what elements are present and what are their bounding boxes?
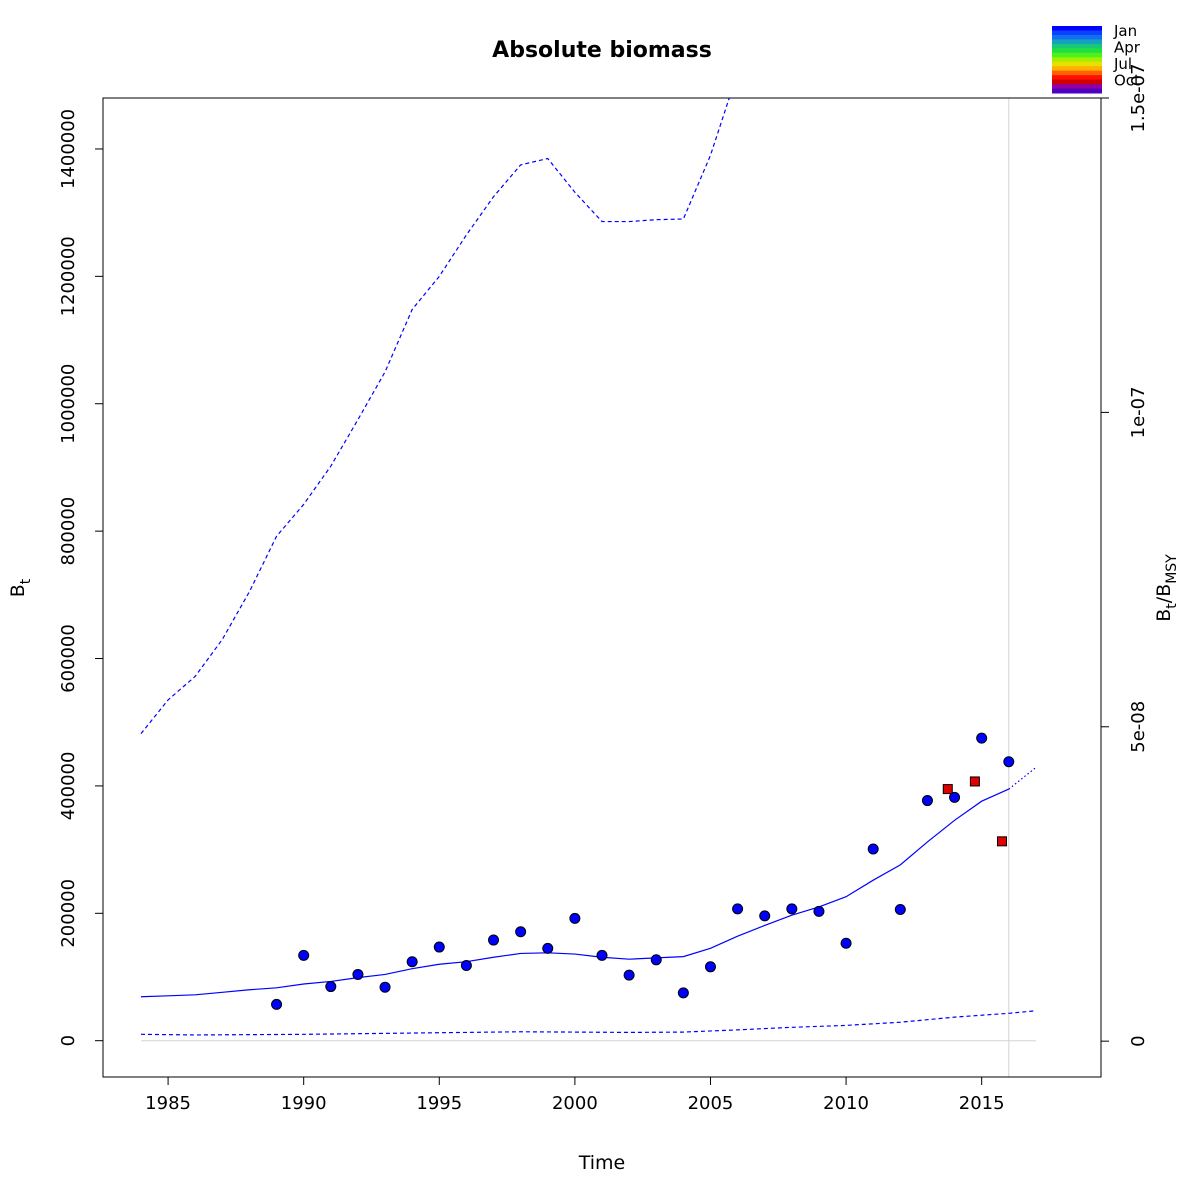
y2-label-main: B [1153, 609, 1175, 622]
legend-label: Jan [1113, 22, 1137, 40]
observation-point [894, 903, 906, 915]
legend-color-band [1052, 79, 1102, 85]
observation-point [623, 969, 635, 981]
legend-color-band [1052, 57, 1102, 63]
series-line-dashed-3 [140, 1010, 1036, 1036]
legend-color-band [1052, 75, 1102, 81]
series-line-solid-0 [140, 788, 1010, 998]
x-tick-label: 1995 [416, 1093, 462, 1114]
observation-point [867, 843, 879, 855]
observation-point [677, 987, 689, 999]
observation-point [271, 998, 283, 1010]
y-tick-label: 0 [58, 1035, 79, 1046]
y-tick-label: 200000 [58, 879, 79, 948]
plot-frame [102, 97, 1102, 1078]
y-label-main: B [7, 584, 29, 597]
legend-color-band [1052, 48, 1102, 54]
y2-tick-label: 5e-08 [1128, 701, 1149, 753]
observation-point [298, 949, 310, 961]
legend-color-band [1052, 84, 1102, 90]
y2-tick-label: 0 [1128, 1035, 1149, 1046]
y2-tick-label: 1e-07 [1128, 386, 1149, 438]
observation-point [542, 942, 554, 954]
observation-point [433, 941, 445, 953]
x-tick-label: 2010 [823, 1093, 869, 1114]
y2-label-sub2: MSY [1164, 554, 1180, 584]
observation-point [325, 981, 337, 993]
legend-color-band [1052, 61, 1102, 67]
legend-color-band [1052, 30, 1102, 36]
chart-title: Absolute biomass [492, 38, 712, 63]
legend-color-band [1052, 66, 1102, 72]
y2-tick-label: 1.5e-07 [1128, 63, 1149, 132]
y2-label-sep: /B [1153, 584, 1175, 603]
y-tick-label: 1400000 [58, 109, 79, 189]
observation-point [976, 732, 988, 744]
legend-color-band [1052, 34, 1102, 40]
legend-color-band [1052, 26, 1102, 31]
y2-axis-label: Bt/BMSY [1153, 554, 1180, 622]
y-tick-label: 400000 [58, 752, 79, 821]
x-tick-label: 1985 [145, 1093, 191, 1114]
y-axis-label: Bt [7, 578, 34, 597]
observation-point [352, 968, 364, 980]
observation-point [1003, 756, 1015, 768]
legend-color-band [1052, 88, 1102, 94]
series-line-dashed-2 [140, 98, 730, 735]
observation-point [704, 961, 716, 973]
observation-square [942, 784, 953, 795]
y-tick-label: 800000 [58, 497, 79, 566]
observation-square [969, 776, 980, 787]
observation-point [596, 949, 608, 961]
y-tick-label: 600000 [58, 624, 79, 693]
observation-point [488, 934, 500, 946]
y-label-sub: t [18, 578, 34, 584]
observation-point [949, 791, 961, 803]
y-tick-label: 1000000 [58, 364, 79, 444]
x-tick-label: 2015 [959, 1093, 1005, 1114]
observation-point [759, 910, 771, 922]
x-tick-label: 2005 [688, 1093, 734, 1114]
series-line-dotted-1 [1008, 766, 1037, 790]
legend-label: Apr [1114, 39, 1141, 57]
observation-point [460, 960, 472, 972]
observation-point [921, 795, 933, 807]
y2-label-sub1: t [1164, 603, 1180, 609]
observation-point [732, 903, 744, 915]
legend-color-band [1052, 70, 1102, 76]
legend-color-band [1052, 39, 1102, 45]
x-tick-label: 2000 [552, 1093, 598, 1114]
observation-point [840, 937, 852, 949]
plot-area [140, 98, 1037, 1077]
observation-point [786, 903, 798, 915]
observation-point [813, 905, 825, 917]
legend-label: Jul [1113, 55, 1132, 73]
observation-point [569, 912, 581, 924]
observation-square [997, 836, 1008, 847]
observation-point [650, 954, 662, 966]
legend-color-band [1052, 52, 1102, 58]
legend-label: Oct [1114, 72, 1140, 90]
x-tick-label: 1990 [281, 1093, 327, 1114]
x-axis-label: Time [578, 1152, 626, 1174]
observation-point [379, 981, 391, 993]
observation-point [406, 956, 418, 968]
observation-point [515, 926, 527, 938]
legend-color-band [1052, 43, 1102, 49]
y-tick-label: 1200000 [58, 236, 79, 316]
axes: 1985 1990 1995 2000 2005 2010 2015 0 200000 40000… [58, 63, 1149, 1114]
